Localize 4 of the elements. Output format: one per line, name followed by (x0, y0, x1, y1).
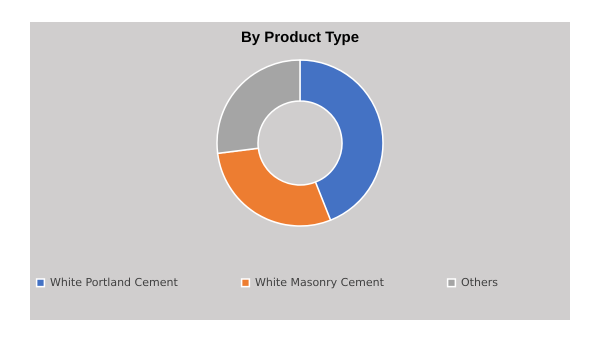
legend-label: Others (461, 276, 498, 289)
chart-title: By Product Type (240, 29, 360, 46)
legend-label: White Masonry Cement (255, 276, 385, 289)
legend-label: White Portland Cement (50, 276, 178, 289)
